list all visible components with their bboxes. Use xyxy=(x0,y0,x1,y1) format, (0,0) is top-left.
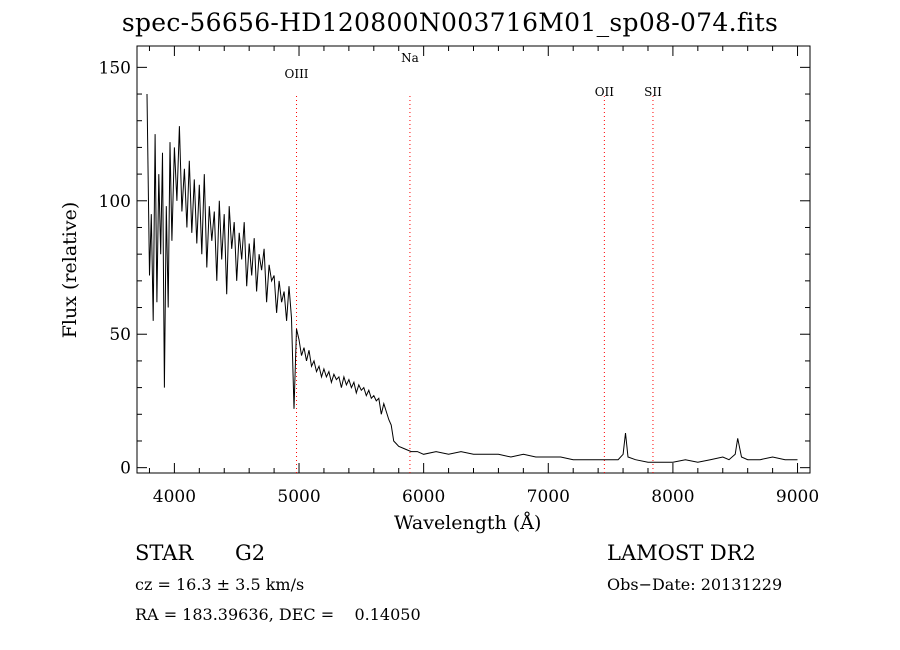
object-type: STAR xyxy=(135,541,194,565)
observation-date: Obs−Date: 20131229 xyxy=(607,575,783,594)
y-tick-label: 100 xyxy=(99,192,131,212)
redshift-cz: cz = 16.3 ± 3.5 km/s xyxy=(135,575,305,594)
x-tick-label: 4000 xyxy=(153,487,196,507)
marker-label: SII xyxy=(644,85,662,99)
marker-label: OIII xyxy=(284,67,308,81)
chart-title: spec-56656-HD120800N003716M01_sp08-074.f… xyxy=(121,8,779,37)
survey-name: LAMOST DR2 xyxy=(607,541,756,565)
y-tick-label: 50 xyxy=(109,325,131,345)
spectrum-line xyxy=(146,93,798,463)
coordinates: RA = 183.39636, DEC = 0.14050 xyxy=(135,605,421,624)
object-subclass: G2 xyxy=(235,541,266,565)
line-markers: OIII Na OII SII xyxy=(284,51,662,473)
x-tick-label: 9000 xyxy=(776,487,819,507)
x-tick-label: 6000 xyxy=(402,487,445,507)
x-tick-label: 5000 xyxy=(277,487,320,507)
y-tick-label: 0 xyxy=(120,459,131,479)
axis-ticks: 4000 5000 6000 7000 8000 9000 0 50 100 150 xyxy=(99,46,819,507)
y-axis-label: Flux (relative) xyxy=(59,202,81,339)
marker-label: Na xyxy=(401,51,419,65)
marker-label: OII xyxy=(595,85,615,99)
x-axis-label: Wavelength (Å) xyxy=(394,512,542,534)
x-tick-label: 8000 xyxy=(651,487,694,507)
x-tick-label: 7000 xyxy=(527,487,570,507)
y-tick-label: 150 xyxy=(99,58,131,78)
